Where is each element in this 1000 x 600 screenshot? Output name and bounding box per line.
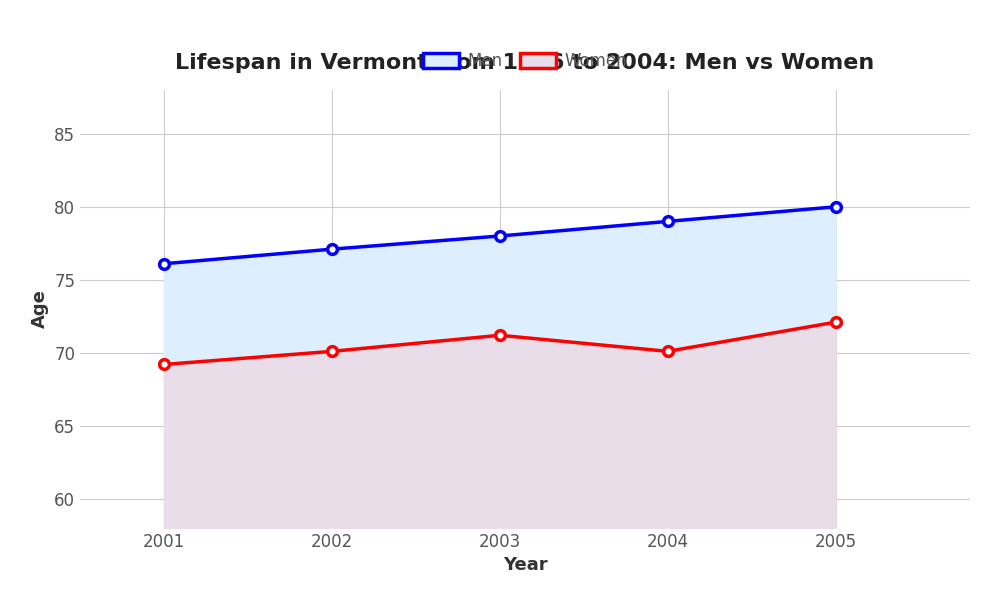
Y-axis label: Age: Age: [31, 290, 49, 328]
Title: Lifespan in Vermont from 1966 to 2004: Men vs Women: Lifespan in Vermont from 1966 to 2004: M…: [175, 53, 875, 73]
Legend: Men, Women: Men, Women: [416, 46, 634, 77]
X-axis label: Year: Year: [503, 556, 547, 574]
